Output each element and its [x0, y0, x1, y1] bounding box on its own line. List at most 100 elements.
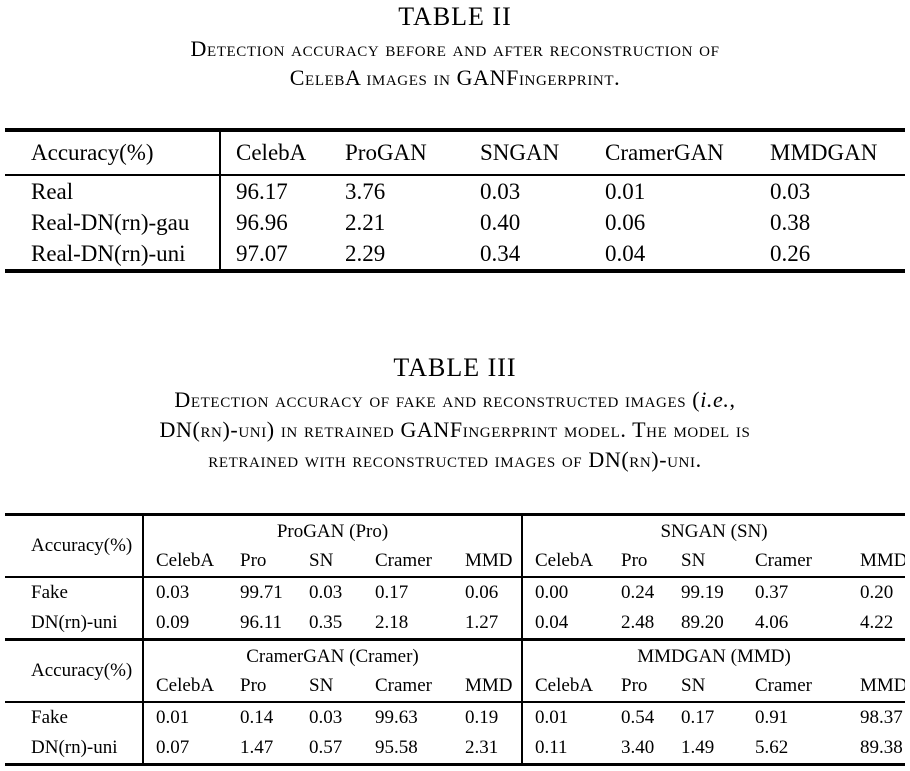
table-ii-col-accuracy: Accuracy(%) — [5, 130, 221, 175]
group-header-cramergan: CramerGAN (Cramer) — [143, 638, 523, 668]
cell: 4.06 — [755, 612, 789, 633]
subcol: SN — [309, 550, 334, 571]
group-header-sngan: SNGAN (SN) — [660, 521, 768, 542]
cell: 2.29 — [345, 240, 386, 266]
cell: 0.01 — [605, 178, 646, 204]
table-ii-caption-line1: Detection accuracy before and after reco… — [190, 36, 720, 61]
subcol: CelebA — [156, 550, 215, 571]
table-ii-title: TABLE II — [398, 2, 512, 31]
cell: 97.07 — [236, 240, 288, 266]
cell: 99.63 — [363, 701, 453, 733]
table-row: Fake 0.01 0.14 0.03 99.63 0.19 0.01 0.54… — [5, 701, 906, 733]
caption-text: , — [729, 387, 736, 412]
cell: 98.37 — [848, 701, 906, 733]
row-label: DN(rn)-uni — [5, 608, 144, 640]
table-iii-block2-subheader-row: CelebA Pro SN Cramer MMD CelebA Pro SN C… — [5, 668, 905, 702]
cell: 0.06 — [453, 576, 523, 608]
cell: 1.47 — [240, 737, 274, 758]
table-iii: Accuracy(%) ProGAN (Pro) SNGAN (SN) Cele… — [5, 513, 906, 766]
subcol: Pro — [240, 675, 267, 696]
cell: 96.11 — [240, 612, 283, 633]
subcol: MMD — [453, 543, 523, 577]
subcol: MMD — [453, 668, 523, 702]
cell: 3.40 — [621, 737, 655, 758]
cell: 0.03 — [143, 576, 228, 608]
subcol: Pro — [240, 550, 267, 571]
cell: 0.04 — [535, 612, 569, 633]
cell: 99.71 — [228, 576, 297, 608]
subcol: Cramer — [375, 675, 432, 696]
subcol: CelebA — [535, 550, 594, 571]
cell: 1.49 — [681, 737, 715, 758]
cell: 0.06 — [605, 209, 646, 235]
subcol: SN — [681, 675, 706, 696]
row-label: Real-DN(rn)-uni — [5, 238, 221, 271]
cell: 0.37 — [743, 576, 848, 608]
caption-italic-ie: i.e. — [700, 387, 730, 412]
table-ii-header-row: Accuracy(%) CelebA ProGAN SNGAN CramerGA… — [5, 130, 905, 175]
cell: 0.03 — [297, 576, 363, 608]
subcol: MMD — [860, 675, 906, 696]
subcol: Pro — [621, 675, 648, 696]
caption-text: Detection accuracy of fake and reconstru… — [174, 387, 701, 412]
cell: 0.01 — [143, 701, 228, 733]
table-iii-caption-line3: retrained with reconstructed images of D… — [208, 447, 702, 472]
table-iii-block2-col-accuracy: Accuracy(%) — [5, 638, 144, 702]
table-iii-block1-group-row: Accuracy(%) ProGAN (Pro) SNGAN (SN) — [5, 514, 905, 577]
cell: 96.96 — [236, 209, 288, 235]
subcol: Pro — [621, 550, 648, 571]
subcol: CelebA — [156, 675, 215, 696]
cell: 0.17 — [363, 576, 453, 608]
table-ii-col-progan: ProGAN — [345, 140, 427, 165]
cell: 0.57 — [309, 737, 343, 758]
cell: 0.09 — [156, 612, 190, 633]
cell: 89.38 — [860, 737, 903, 758]
cell: 0.24 — [609, 576, 669, 608]
subcol: Cramer — [375, 550, 432, 571]
subcol: SN — [681, 550, 706, 571]
table-ii-caption: Detection accuracy before and after reco… — [0, 34, 910, 92]
cell: 0.26 — [770, 240, 811, 266]
group-header-mmdgan: MMDGAN (MMD) — [522, 638, 906, 668]
cell: 0.34 — [480, 240, 521, 266]
subcol: MMD — [860, 550, 906, 571]
table-iii-caption-line1: Detection accuracy of fake and reconstru… — [0, 385, 910, 415]
table-row: Fake 0.03 99.71 0.03 0.17 0.06 0.00 0.24… — [5, 576, 906, 608]
cell: 95.58 — [375, 737, 418, 758]
cell: 0.01 — [522, 701, 609, 733]
cell: 0.14 — [228, 701, 297, 733]
table-ii-caption-line2: CelebA images in GANFingerprint. — [289, 65, 621, 90]
table-ii-col-mmdgan: MMDGAN — [770, 140, 878, 165]
cell: 1.27 — [453, 608, 523, 640]
table-row: DN(rn)-uni 0.09 96.11 0.35 2.18 1.27 0.0… — [5, 608, 905, 640]
cell: 0.54 — [609, 701, 669, 733]
table-iii-caption-line2: DN(rn)-uni) in retrained GANFingerprint … — [159, 417, 751, 442]
table-iii-block2-group-row: Accuracy(%) CramerGAN (Cramer) MMDGAN (M… — [5, 638, 906, 702]
cell: 99.19 — [669, 576, 743, 608]
row-label: Fake — [5, 701, 144, 733]
cell: 0.20 — [848, 576, 906, 608]
cell: 96.17 — [236, 178, 288, 204]
cell: 89.20 — [681, 612, 724, 633]
cell: 0.19 — [453, 701, 523, 733]
table-ii: Accuracy(%) CelebA ProGAN SNGAN CramerGA… — [5, 128, 905, 273]
table-row: Real-DN(rn)-gau 96.96 2.21 0.40 0.06 0.3… — [5, 207, 905, 238]
table-ii-col-cramergan: CramerGAN — [605, 140, 724, 165]
cell: 0.03 — [770, 178, 811, 204]
row-label: Real — [5, 175, 221, 207]
cell: 0.35 — [309, 612, 343, 633]
subcol: SN — [309, 675, 334, 696]
group-header-progan: ProGAN (Pro) — [143, 514, 523, 543]
cell: 3.76 — [345, 178, 386, 204]
cell: 2.48 — [621, 612, 655, 633]
subcol: Cramer — [755, 675, 812, 696]
subcol: CelebA — [535, 675, 594, 696]
cell: 0.04 — [605, 240, 646, 266]
table-iii-caption: Detection accuracy of fake and reconstru… — [0, 385, 910, 475]
cell: 5.62 — [755, 737, 789, 758]
table-iii-block1-subheader-row: CelebA Pro SN Cramer MMD CelebA Pro SN C… — [5, 543, 905, 577]
row-label: Real-DN(rn)-gau — [5, 207, 221, 238]
cell: 0.03 — [297, 701, 363, 733]
cell: 0.11 — [535, 737, 568, 758]
